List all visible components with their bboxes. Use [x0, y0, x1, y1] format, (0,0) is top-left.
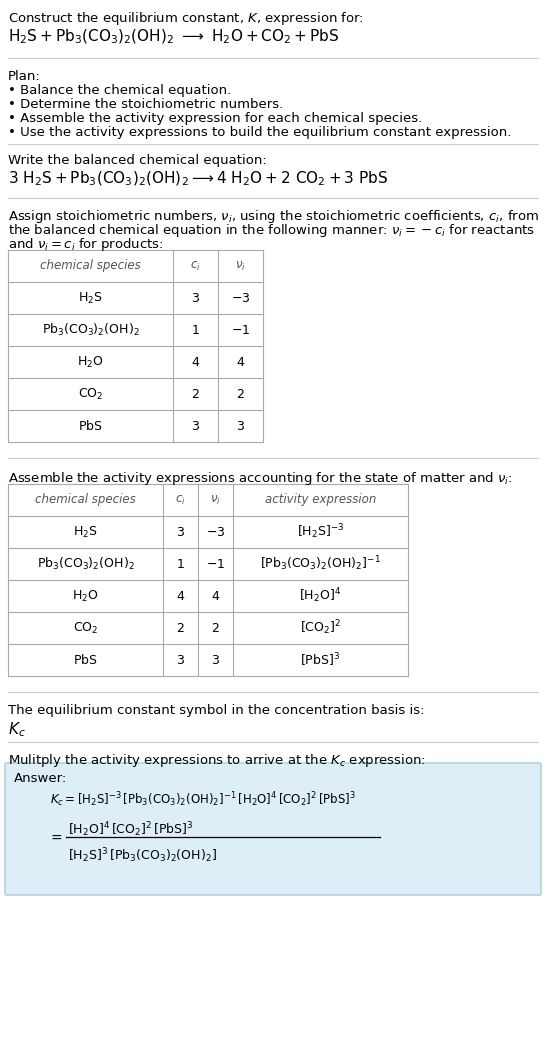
Text: 2: 2 [211, 621, 219, 635]
Text: the balanced chemical equation in the following manner: $\nu_i = -c_i$ for react: the balanced chemical equation in the fo… [8, 222, 535, 239]
Text: $\mathrm{Pb_3(CO_3)_2(OH)_2}$: $\mathrm{Pb_3(CO_3)_2(OH)_2}$ [37, 556, 134, 572]
Text: 1: 1 [176, 557, 185, 571]
Text: $[\mathrm{H_2O}]^{4}\,[\mathrm{CO_2}]^{2}\,[\mathrm{PbS}]^{3}$: $[\mathrm{H_2O}]^{4}\,[\mathrm{CO_2}]^{2… [68, 820, 194, 838]
Text: $[\mathrm{H_2O}]^{4}$: $[\mathrm{H_2O}]^{4}$ [299, 587, 342, 605]
Text: $-1$: $-1$ [206, 557, 225, 571]
Text: $\nu_i$: $\nu_i$ [235, 259, 246, 273]
Text: Mulitply the activity expressions to arrive at the $K_c$ expression:: Mulitply the activity expressions to arr… [8, 752, 426, 769]
Text: chemical species: chemical species [35, 494, 136, 506]
Text: $[\mathrm{Pb_3(CO_3)_2(OH)_2}]^{-1}$: $[\mathrm{Pb_3(CO_3)_2(OH)_2}]^{-1}$ [260, 555, 381, 573]
Text: Plan:: Plan: [8, 69, 41, 83]
Text: activity expression: activity expression [265, 494, 376, 506]
Text: Write the balanced chemical equation:: Write the balanced chemical equation: [8, 154, 267, 167]
Text: 4: 4 [176, 590, 185, 602]
Text: • Determine the stoichiometric numbers.: • Determine the stoichiometric numbers. [8, 98, 283, 111]
Text: 3: 3 [176, 654, 185, 667]
Text: $-3$: $-3$ [206, 525, 225, 538]
Text: chemical species: chemical species [40, 259, 141, 273]
Text: $[\mathrm{H_2S}]^{3}\,[\mathrm{Pb_3(CO_3)_2(OH)_2}]$: $[\mathrm{H_2S}]^{3}\,[\mathrm{Pb_3(CO_3… [68, 846, 217, 865]
Text: $-3$: $-3$ [231, 292, 250, 304]
Text: 4: 4 [236, 356, 245, 369]
Text: $K_c = [\mathrm{H_2S}]^{-3}\,[\mathrm{Pb_3(CO_3)_2(OH)_2}]^{-1}\,[\mathrm{H_2O}]: $K_c = [\mathrm{H_2S}]^{-3}\,[\mathrm{Pb… [50, 790, 356, 809]
Text: $\mathrm{H_2O}$: $\mathrm{H_2O}$ [72, 589, 99, 603]
Text: $\mathrm{H_2S}$: $\mathrm{H_2S}$ [73, 524, 98, 539]
Text: • Balance the chemical equation.: • Balance the chemical equation. [8, 84, 232, 97]
Text: $\mathrm{H_2S}$: $\mathrm{H_2S}$ [78, 291, 103, 305]
Text: • Use the activity expressions to build the equilibrium constant expression.: • Use the activity expressions to build … [8, 126, 512, 139]
Text: $c_i$: $c_i$ [175, 494, 186, 506]
Text: • Assemble the activity expression for each chemical species.: • Assemble the activity expression for e… [8, 112, 422, 125]
Text: Assemble the activity expressions accounting for the state of matter and $\nu_i$: Assemble the activity expressions accoun… [8, 470, 513, 486]
Text: $-1$: $-1$ [231, 323, 250, 337]
Text: $\mathrm{CO_2}$: $\mathrm{CO_2}$ [78, 386, 103, 401]
Text: and $\nu_i = c_i$ for products:: and $\nu_i = c_i$ for products: [8, 236, 164, 253]
Text: The equilibrium constant symbol in the concentration basis is:: The equilibrium constant symbol in the c… [8, 704, 424, 717]
Text: 3: 3 [176, 525, 185, 538]
Text: 3: 3 [192, 292, 199, 304]
Text: 3: 3 [236, 419, 245, 433]
Text: $\mathrm{CO_2}$: $\mathrm{CO_2}$ [73, 620, 98, 636]
Text: Construct the equilibrium constant, $K$, expression for:: Construct the equilibrium constant, $K$,… [8, 9, 364, 27]
Text: 1: 1 [192, 323, 199, 337]
Text: $c_i$: $c_i$ [190, 259, 201, 273]
Text: $\mathrm{H_2O}$: $\mathrm{H_2O}$ [77, 355, 104, 370]
Text: 4: 4 [192, 356, 199, 369]
Text: $\mathrm{Pb_3(CO_3)_2(OH)_2}$: $\mathrm{Pb_3(CO_3)_2(OH)_2}$ [41, 322, 139, 338]
Text: $\mathrm{H_2S + Pb_3(CO_3)_2(OH)_2}$ $\longrightarrow$ $\mathrm{H_2O + CO_2 + Pb: $\mathrm{H_2S + Pb_3(CO_3)_2(OH)_2}$ $\l… [8, 28, 339, 46]
Text: =: = [50, 832, 62, 846]
Text: 2: 2 [192, 388, 199, 400]
Text: 3: 3 [192, 419, 199, 433]
Text: $[\mathrm{H_2S}]^{-3}$: $[\mathrm{H_2S}]^{-3}$ [297, 522, 344, 541]
Text: $\mathrm{PbS}$: $\mathrm{PbS}$ [78, 419, 103, 433]
Text: $\nu_i$: $\nu_i$ [210, 494, 221, 506]
Text: 4: 4 [211, 590, 219, 602]
Text: $K_c$: $K_c$ [8, 720, 26, 739]
FancyBboxPatch shape [5, 763, 541, 895]
Text: $[\mathrm{PbS}]^{3}$: $[\mathrm{PbS}]^{3}$ [300, 651, 341, 669]
Text: $[\mathrm{CO_2}]^{2}$: $[\mathrm{CO_2}]^{2}$ [300, 619, 341, 637]
Text: $\mathrm{3\ H_2S + Pb_3(CO_3)_2(OH)_2 \longrightarrow 4\ H_2O + 2\ CO_2 + 3\ PbS: $\mathrm{3\ H_2S + Pb_3(CO_3)_2(OH)_2 \l… [8, 170, 388, 188]
Text: 2: 2 [236, 388, 245, 400]
Text: Assign stoichiometric numbers, $\nu_i$, using the stoichiometric coefficients, $: Assign stoichiometric numbers, $\nu_i$, … [8, 208, 539, 225]
Text: $\mathrm{PbS}$: $\mathrm{PbS}$ [73, 653, 98, 667]
Text: Answer:: Answer: [14, 772, 67, 784]
Text: 2: 2 [176, 621, 185, 635]
Text: 3: 3 [211, 654, 219, 667]
